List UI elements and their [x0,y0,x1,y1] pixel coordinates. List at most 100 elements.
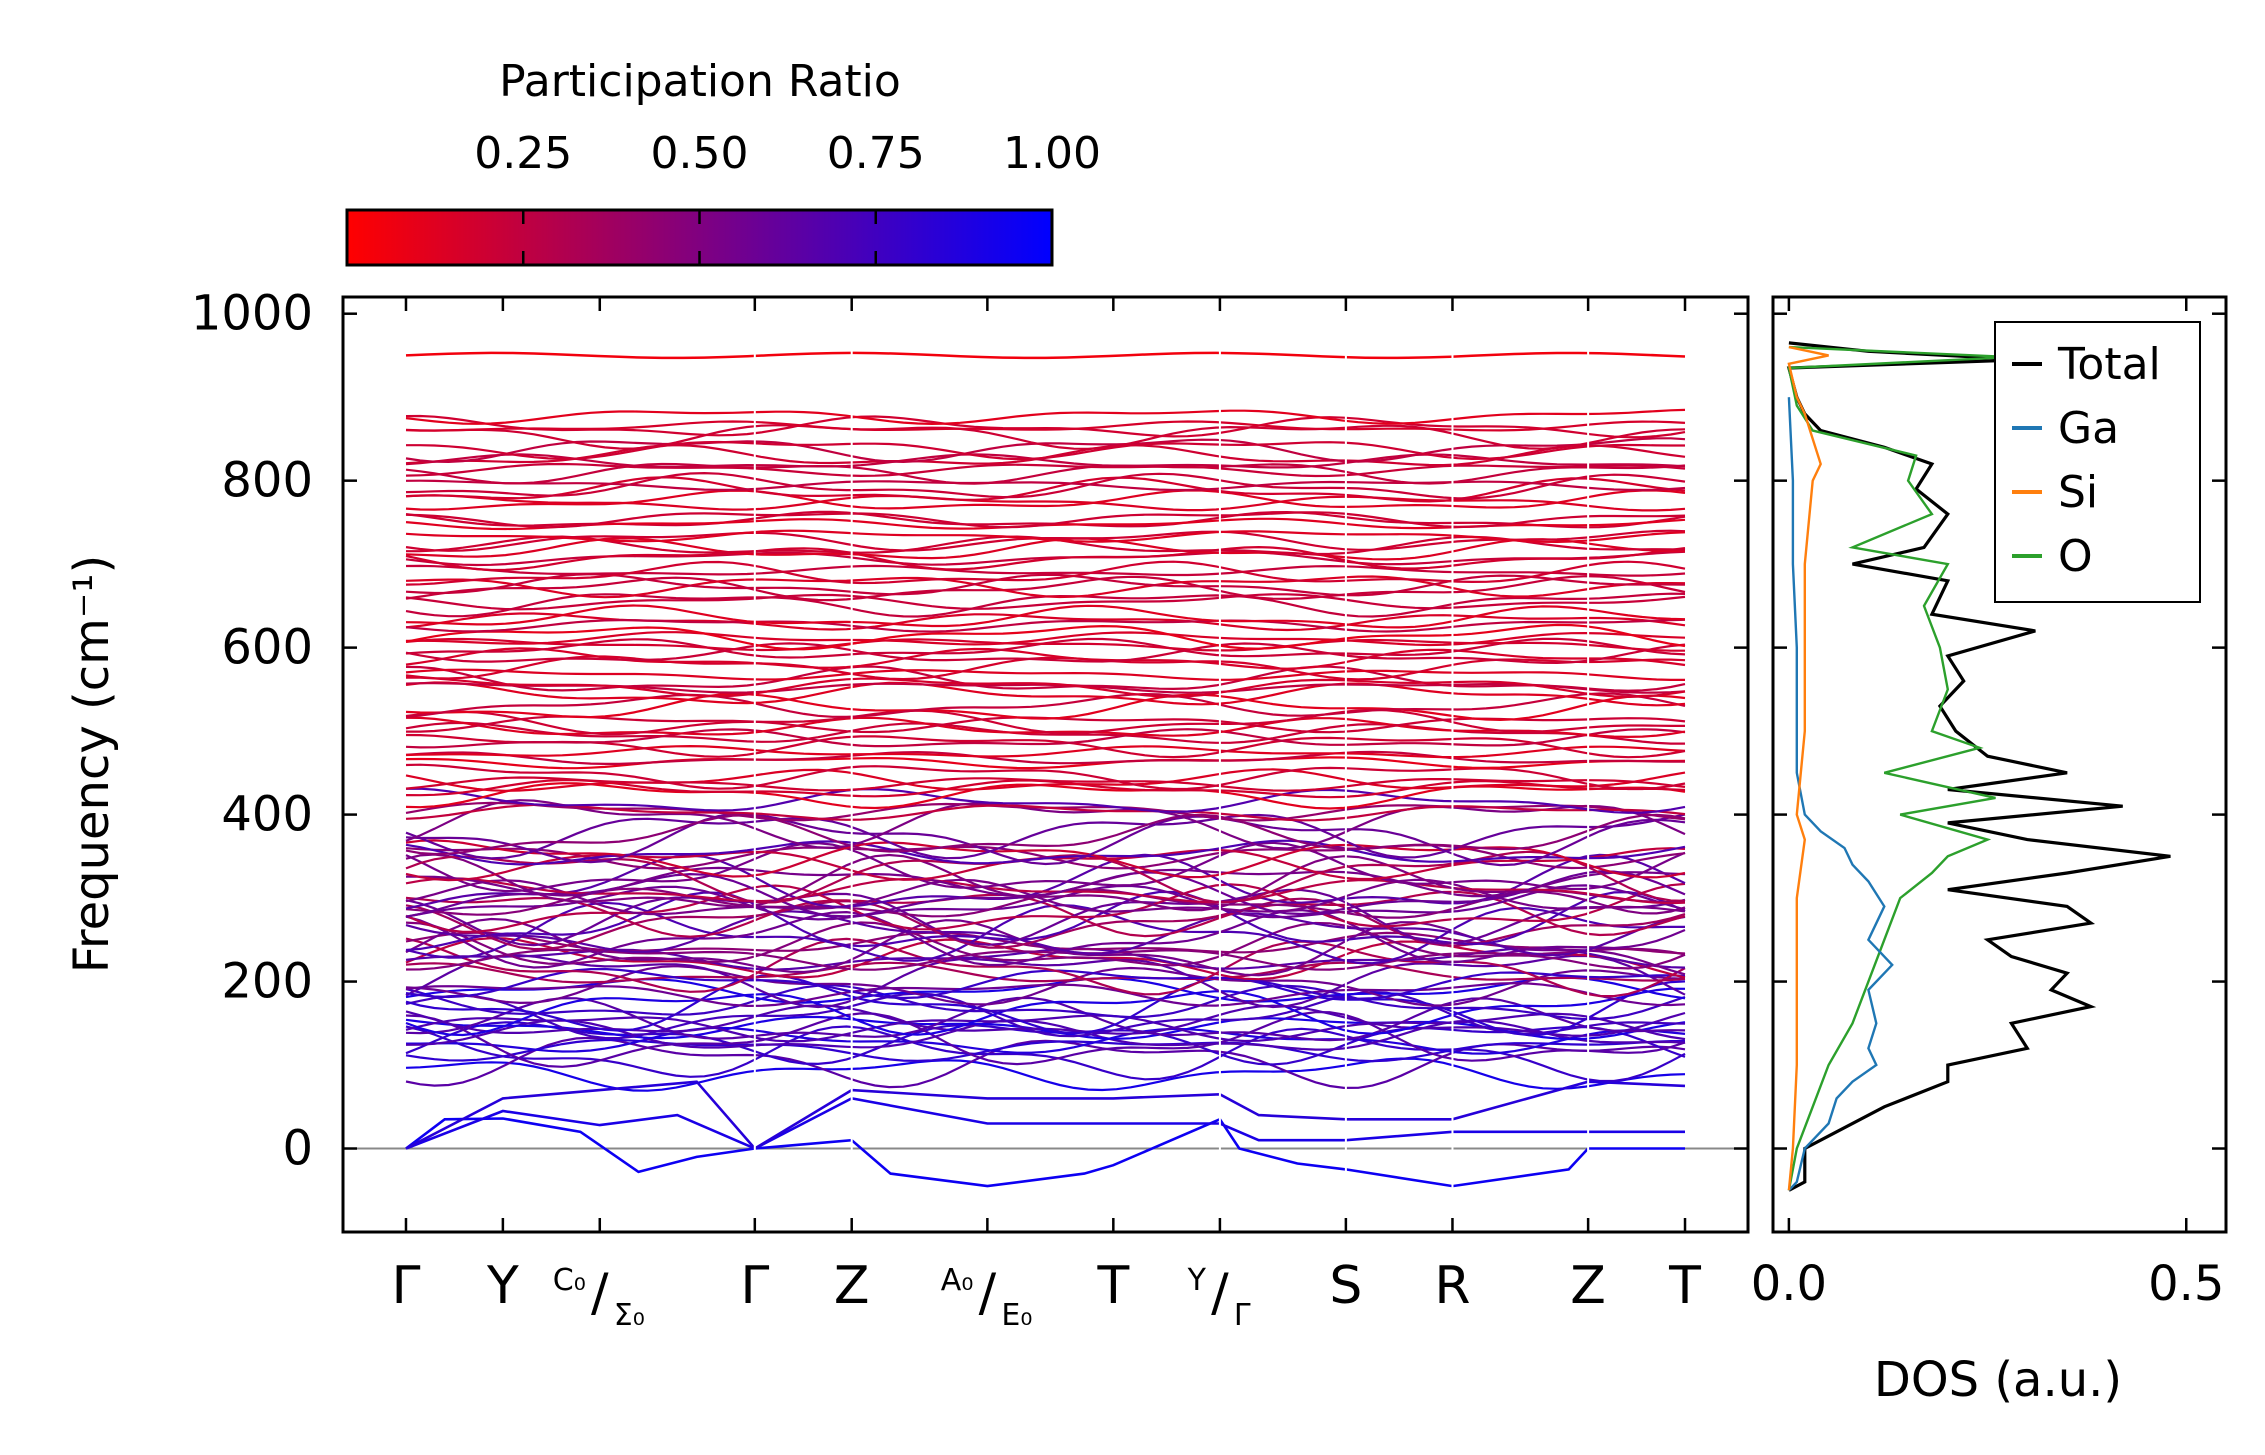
band-line [405,462,1686,485]
band-line [405,604,1686,629]
band-line [405,877,1686,905]
legend-label-ga: Ga [2058,403,2119,454]
kpoint-label: Z [1570,1256,1606,1316]
band-line [405,996,1686,1042]
band-line [405,424,1686,450]
kpoint-label-lower: E₀ [1001,1298,1032,1333]
band-line [405,974,1686,1037]
kpoint-label: S [1329,1256,1362,1316]
band-line [405,839,1686,879]
band-line [406,440,1685,461]
kpoint-label-upper: Y [1187,1263,1207,1298]
band-line [405,947,1686,971]
band-lines [405,297,1686,1232]
dos-y-ticks [1773,312,2226,1150]
band-line [405,1015,1686,1041]
colorbar-tick-label: 0.25 [474,128,572,179]
band-line-acoustic-2 [405,1097,1685,1150]
band-line [405,437,1686,464]
band-y-axis-label: Frequency (cm⁻¹) [64,555,120,973]
kpoint-label: Γ [740,1256,769,1316]
band-line [405,967,1686,1000]
kpoint-label-upper: A₀ [941,1263,974,1298]
band-line [405,812,1686,867]
band-line [405,890,1686,938]
band-line [405,799,1686,850]
band-line [405,756,1686,770]
band-line [405,564,1686,577]
dos-line-ga [1787,397,1894,1192]
band-line [405,1038,1685,1063]
band-y-tick-label: 1000 [191,286,313,342]
kpoint-label: Y [486,1256,519,1316]
band-line [405,471,1686,500]
kpoint-label-lower: Γ [1234,1298,1251,1333]
dos-x-tick-label: 0.5 [2148,1256,2224,1312]
band-line [405,618,1686,633]
band-line [405,890,1686,952]
colorbar-ticks: 0.25 0.50 0.75 1.00 [474,128,1101,265]
band-line [405,575,1686,599]
band-line [405,882,1686,933]
band-line [405,489,1686,511]
kpoint-label: Y / Γ [1187,1263,1251,1333]
band-line-acoustic-3 [405,1080,1686,1151]
band-line [405,545,1686,572]
band-line [405,910,1686,957]
dos-plot-frame [1771,295,2228,1234]
band-line [405,990,1686,1040]
colorbar-tick-label: 1.00 [1003,128,1101,179]
band-line [405,728,1686,749]
legend-label-o: O [2058,531,2093,582]
kpoint-label: A₀ / E₀ [941,1263,1033,1333]
dos-x-axis: 0.0 0.5 [1751,297,2224,1312]
band-line [405,984,1686,1021]
band-line-acoustic-1 [405,1117,1685,1188]
dos-lines [1786,341,2171,1192]
band-line [405,744,1686,759]
band-line-high [405,351,1686,360]
band-line [405,750,1686,765]
band-plot-frame [341,295,1750,1234]
band-line [405,721,1685,745]
band-line [405,676,1686,699]
band-line [405,692,1686,722]
band-line [405,1025,1686,1083]
dos-x-tick-label: 0.0 [1751,1256,1827,1312]
band-line [405,803,1686,822]
legend-label-total: Total [2057,339,2161,390]
legend-label-si: Si [2058,467,2098,518]
dos-panel: 0.0 0.5 DOS (a.u.) Total Ga Si O [1751,295,2228,1408]
band-y-tick-label: 600 [221,620,313,676]
kpoint-label-slash: / [591,1263,609,1323]
band-line [406,866,1686,898]
band-line [405,937,1686,998]
band-y-tick-label: 800 [221,453,313,509]
band-line [406,631,1686,647]
kpoint-label: C₀ / Σ₀ [553,1263,645,1333]
band-y-tick-label: 200 [221,954,313,1010]
band-line [405,733,1686,759]
kpoint-label-lower: Σ₀ [614,1298,645,1333]
band-line [405,987,1686,1037]
band-line [405,623,1686,651]
band-line [405,1010,1686,1068]
band-line [405,1057,1686,1092]
band-line [405,841,1686,893]
colorbar-tick-label: 0.50 [651,128,749,179]
dos-line-si [1787,345,1829,1191]
band-line [405,981,1686,1008]
band-line [405,529,1686,552]
kpoint-label-slash: / [979,1263,997,1323]
band-line [405,476,1686,503]
band-line [405,692,1686,719]
kpoint-label: T [1668,1256,1701,1316]
band-line [405,665,1686,692]
band-y-tick-label: 400 [221,787,313,843]
dos-x-axis-label: DOS (a.u.) [1874,1352,2122,1408]
dos-legend-items: Total Ga Si O [2012,339,2161,582]
band-line [405,787,1686,814]
band-line [405,462,1686,478]
